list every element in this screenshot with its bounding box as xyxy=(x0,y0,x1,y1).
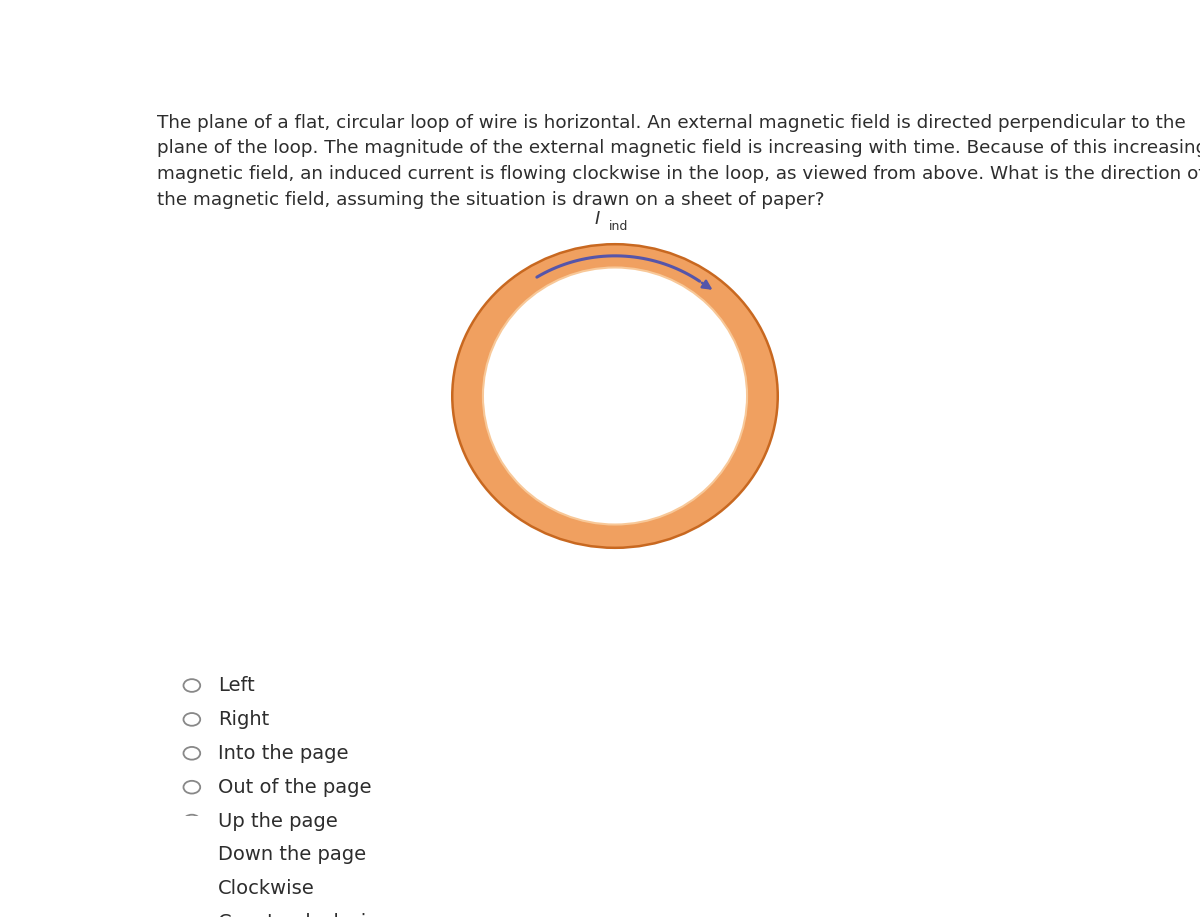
Text: Out of the page: Out of the page xyxy=(218,778,371,797)
Text: Counterclockwise: Counterclockwise xyxy=(218,913,389,917)
Circle shape xyxy=(184,882,200,895)
Circle shape xyxy=(184,747,200,759)
Text: $\it{I}$: $\it{I}$ xyxy=(594,210,600,228)
Ellipse shape xyxy=(452,244,778,547)
Ellipse shape xyxy=(482,268,748,525)
Text: Into the page: Into the page xyxy=(218,744,348,763)
Circle shape xyxy=(184,848,200,861)
Text: Up the page: Up the page xyxy=(218,812,337,831)
Circle shape xyxy=(184,781,200,793)
Text: Right: Right xyxy=(218,710,269,729)
Text: Down the page: Down the page xyxy=(218,845,366,865)
Text: Left: Left xyxy=(218,676,254,695)
Text: Clockwise: Clockwise xyxy=(218,879,314,899)
Text: The plane of a flat, circular loop of wire is horizontal. An external magnetic f: The plane of a flat, circular loop of wi… xyxy=(157,114,1200,209)
Circle shape xyxy=(184,713,200,725)
Text: ind: ind xyxy=(608,220,628,233)
Circle shape xyxy=(184,814,200,827)
Circle shape xyxy=(184,679,200,691)
